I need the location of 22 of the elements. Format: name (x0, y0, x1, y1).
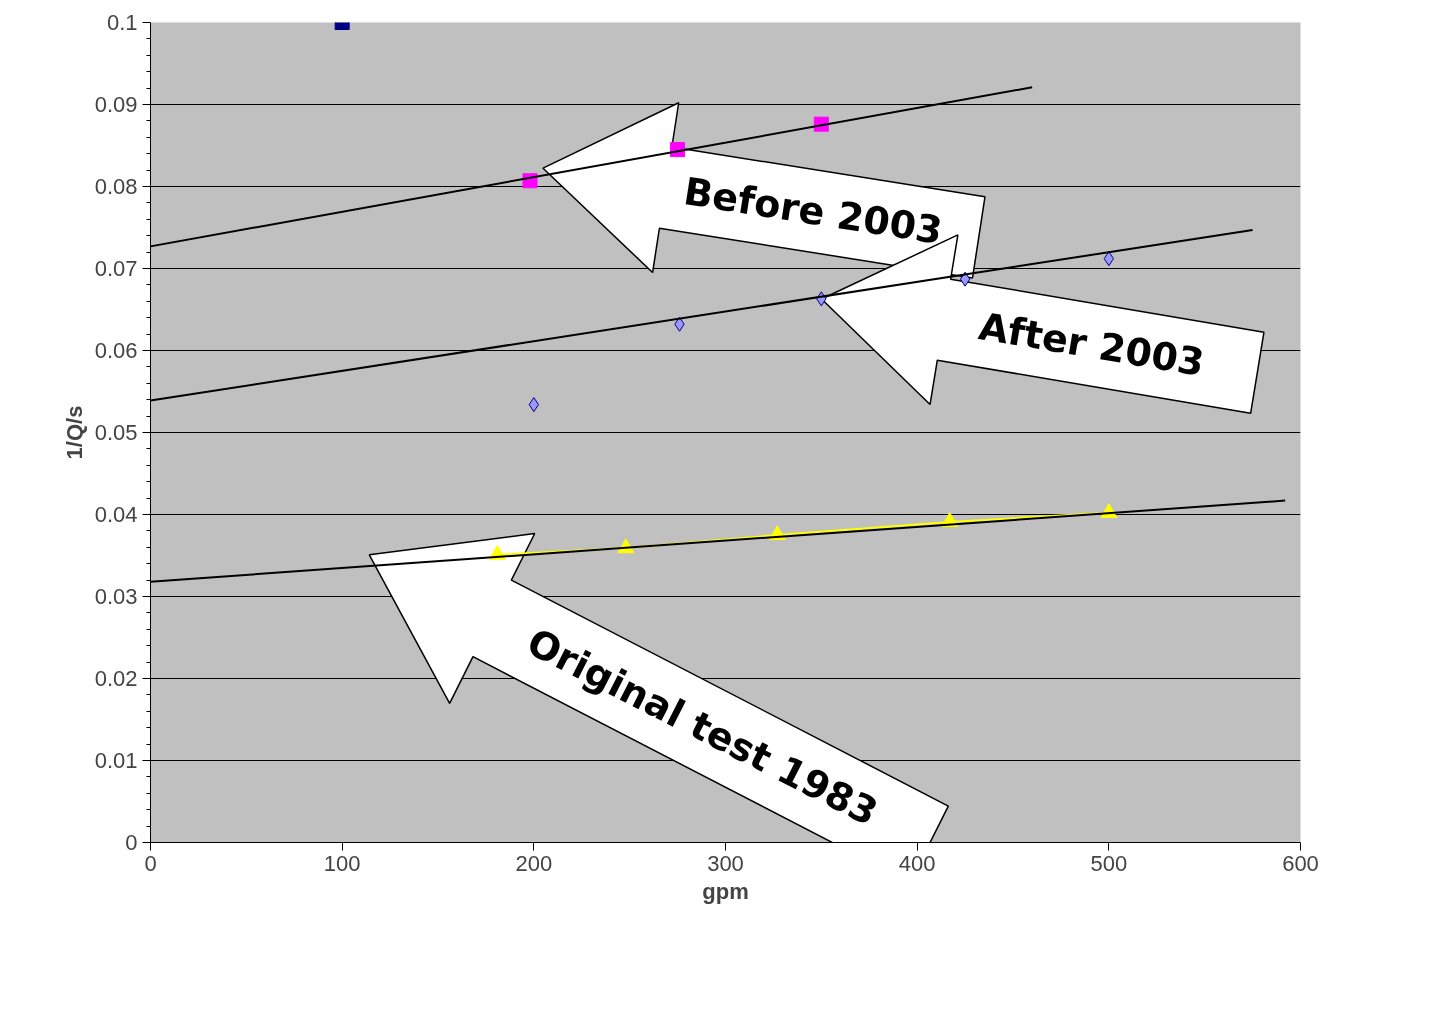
x-tick-label: 600 (1282, 850, 1319, 876)
y-tick-label: 0.09 (94, 92, 138, 117)
y-tick-label: 0.03 (94, 584, 138, 609)
x-tick-label: 500 (1090, 850, 1128, 876)
annotation: After 2003 (975, 304, 1208, 386)
y-tick-label: 0.1 (106, 10, 138, 35)
annotation: Before 2003 (680, 169, 946, 253)
y-tick-label: 0.08 (94, 174, 138, 199)
y-axis-title: 1/Q/s (61, 405, 87, 460)
y-tick-label: 0 (125, 830, 138, 855)
y-tick-label: 0.07 (94, 256, 138, 281)
x-tick-label: 400 (898, 850, 936, 876)
x-tick-label: 300 (707, 850, 744, 876)
y-tick-label: 0.04 (94, 502, 138, 527)
y-tick-label: 0.05 (94, 420, 138, 445)
x-tick-label: 0 (144, 850, 157, 876)
y-tick-label: 0.01 (94, 748, 138, 773)
y-tick-label: 0.02 (94, 666, 138, 691)
y-tick-label: 0.06 (94, 338, 138, 363)
x-tick-label: 100 (323, 850, 361, 876)
x-axis-title: gpm (702, 878, 749, 904)
x-tick-label: 200 (515, 850, 553, 876)
